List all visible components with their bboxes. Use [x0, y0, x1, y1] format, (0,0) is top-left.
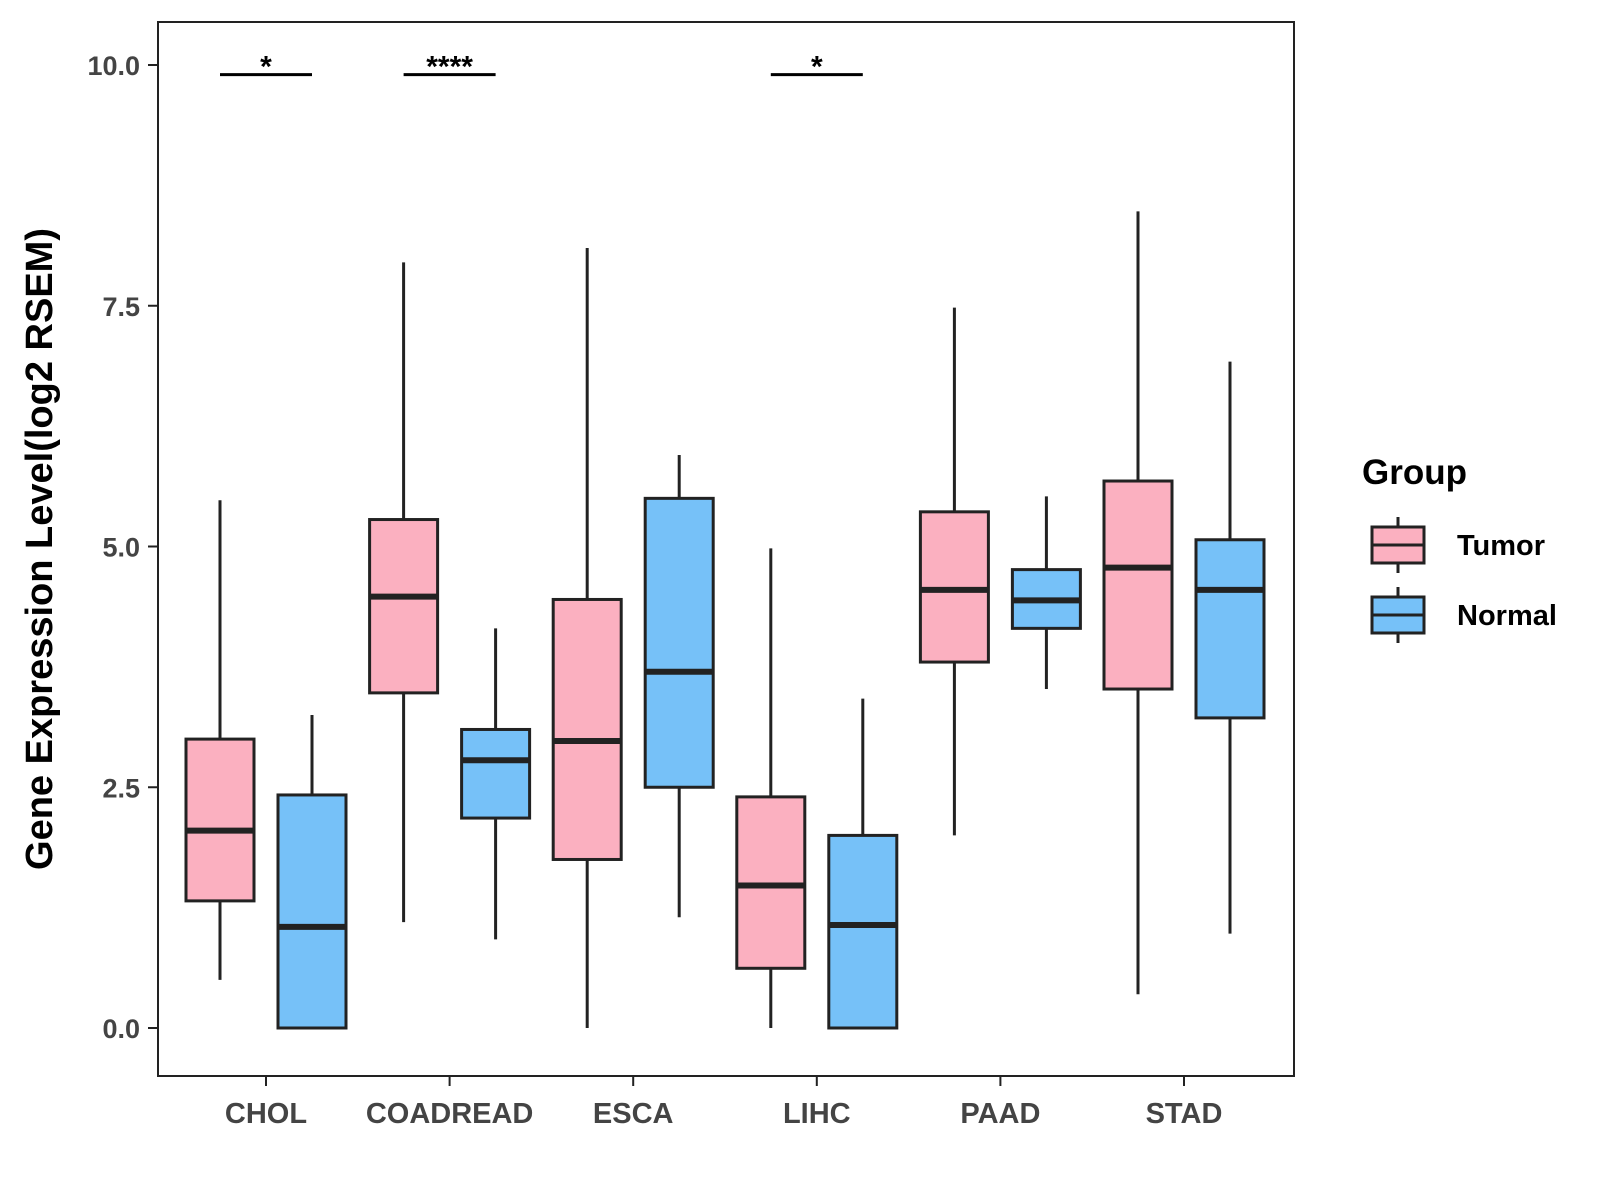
y-tick-label: 10.0	[87, 51, 140, 81]
box-iqr	[1194, 538, 1266, 720]
x-tick-label: ESCA	[593, 1098, 674, 1130]
y-tick-label: 5.0	[102, 533, 140, 563]
box-iqr	[184, 737, 256, 903]
box-lihc-tumor	[735, 548, 807, 1028]
boxes-layer	[184, 211, 1266, 1030]
box-iqr	[460, 727, 532, 820]
legend-label: Tumor	[1457, 530, 1545, 562]
legend-item-tumor: Tumor	[1370, 517, 1545, 573]
y-tick-label: 7.5	[102, 292, 140, 322]
x-tick-label: PAAD	[960, 1098, 1040, 1130]
box-stad-normal	[1194, 361, 1266, 934]
box-chol-normal	[276, 715, 348, 1030]
box-iqr	[276, 793, 348, 1030]
box-iqr	[551, 597, 623, 861]
x-axis: CHOL COADREAD ESCA LIHC PAAD STAD	[225, 1076, 1222, 1130]
legend-item-normal: Normal	[1370, 587, 1557, 643]
box-esca-tumor	[551, 247, 623, 1028]
box-paad-tumor	[918, 307, 990, 836]
y-axis-title: Gene Expression Level(log2 RSEM)	[19, 228, 61, 870]
box-stad-tumor	[1102, 211, 1174, 995]
significance-label: *	[260, 51, 272, 84]
legend-title: Group	[1362, 453, 1467, 492]
box-iqr	[643, 496, 715, 789]
box-chol-tumor	[184, 500, 256, 980]
box-paad-normal	[1010, 496, 1082, 690]
legend: Group Tumor Normal	[1362, 453, 1557, 643]
legend-label: Normal	[1457, 600, 1557, 632]
y-tick-label: 0.0	[102, 1014, 140, 1044]
significance-label: *	[811, 51, 823, 84]
y-tick-label: 2.5	[102, 773, 140, 803]
x-tick-label: LIHC	[783, 1098, 851, 1130]
x-tick-label: COADREAD	[366, 1098, 534, 1130]
box-lihc-normal	[827, 698, 899, 1030]
box-coadread-tumor	[368, 262, 440, 923]
y-axis: 0.0 2.5 5.0 7.5 10.0	[87, 51, 158, 1044]
box-iqr	[1102, 479, 1174, 691]
box-iqr	[368, 518, 440, 695]
box-esca-normal	[643, 455, 715, 918]
x-tick-label: STAD	[1146, 1098, 1223, 1130]
box-coadread-normal	[460, 628, 532, 940]
x-tick-label: CHOL	[225, 1098, 307, 1130]
significance-label: ****	[426, 51, 473, 84]
box-iqr	[827, 833, 899, 1030]
significance-layer: * **** *	[220, 51, 863, 84]
